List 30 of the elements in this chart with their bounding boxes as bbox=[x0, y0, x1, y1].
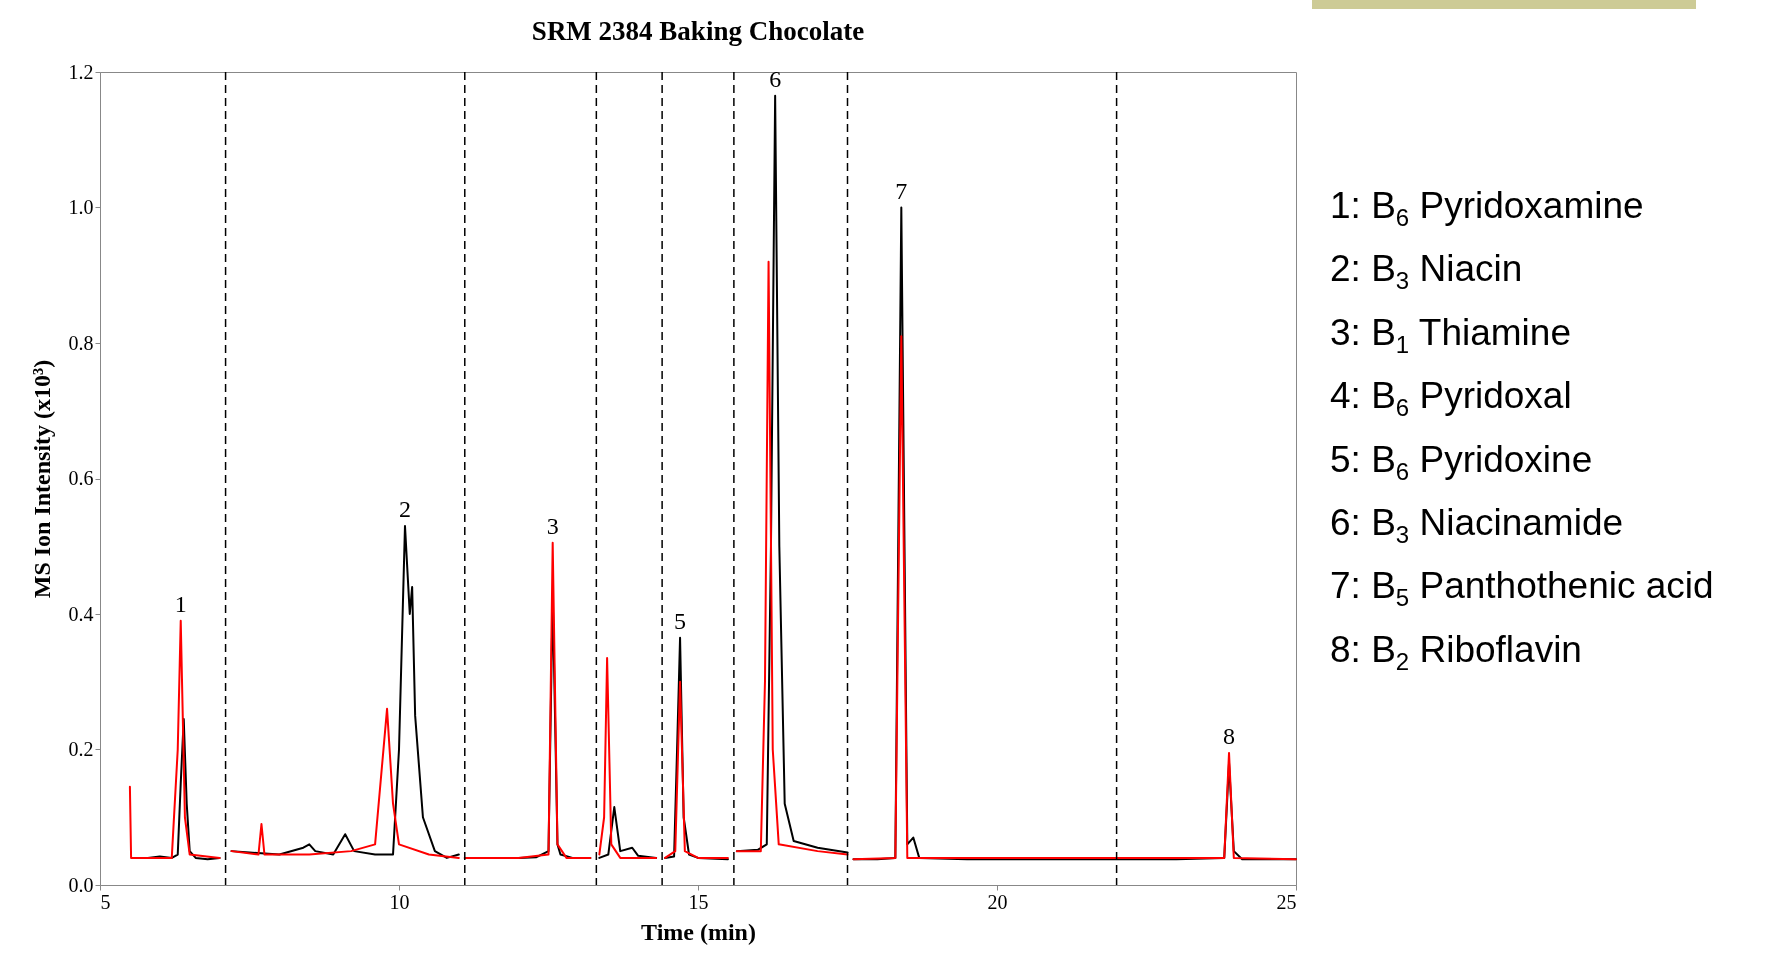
y-tick-label: 1.0 bbox=[68, 196, 94, 218]
annotation: 6 bbox=[769, 65, 782, 92]
x-axis-title: Time (min) bbox=[641, 918, 756, 945]
annotation: 8 bbox=[1223, 722, 1236, 749]
annotation: 3 bbox=[546, 512, 559, 539]
x-tick-label: 10 bbox=[389, 890, 410, 913]
y-tick-label: 0.0 bbox=[68, 873, 94, 896]
text: 3: B$_{1}$ Thiamine bbox=[1330, 310, 1572, 361]
chart-title: SRM 2384 Baking Chocolate bbox=[531, 16, 865, 46]
annotation: 2 bbox=[398, 495, 411, 522]
text: 1: B$_{6}$ Pyridoxamine bbox=[1330, 184, 1645, 234]
x-tick-label: 5 bbox=[100, 890, 111, 913]
y-tick-label: 0.8 bbox=[68, 331, 94, 354]
text: 8: B$_{2}$ Riboflavin bbox=[1330, 627, 1583, 678]
text: 7: B$_{5}$ Panthothenic acid bbox=[1330, 564, 1714, 614]
y-tick-label: 0.2 bbox=[68, 738, 94, 760]
x-tick-label: 25 bbox=[1276, 890, 1297, 913]
text: 6: B$_{3}$ Niacinamide bbox=[1330, 500, 1625, 551]
text: 2: B$_{3}$ Niacin bbox=[1330, 247, 1524, 297]
y-tick-label: 0.6 bbox=[68, 467, 94, 489]
x-tick-label: 15 bbox=[688, 890, 709, 913]
text: 5: B$_{6}$ Pyridoxine bbox=[1330, 437, 1594, 487]
annotation: 5 bbox=[674, 607, 687, 634]
annotation: 7 bbox=[895, 177, 908, 204]
y-tick-label: 1.2 bbox=[68, 60, 94, 83]
text: 4: B$_{6}$ Pyridoxal bbox=[1330, 374, 1573, 424]
annotation: 1 bbox=[174, 590, 187, 617]
y-tick-label: 0.4 bbox=[68, 602, 94, 625]
x-tick-label: 20 bbox=[987, 890, 1008, 913]
y-axis-title: MS Ion Intensity (x10³) bbox=[28, 359, 55, 599]
